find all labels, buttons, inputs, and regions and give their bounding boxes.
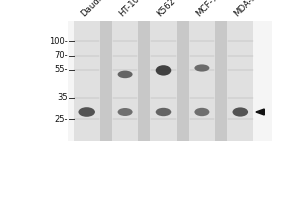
Text: HT-1080: HT-1080: [117, 0, 149, 18]
Text: 100-: 100-: [49, 36, 68, 46]
Ellipse shape: [194, 108, 209, 116]
Ellipse shape: [194, 64, 209, 72]
Text: 35: 35: [57, 94, 68, 102]
Bar: [177, 21, 189, 141]
Bar: [74, 21, 100, 141]
Bar: [227, 21, 254, 141]
Polygon shape: [256, 109, 264, 115]
Ellipse shape: [118, 108, 133, 116]
Text: MCF-7: MCF-7: [194, 0, 220, 18]
Text: 55-: 55-: [54, 66, 68, 74]
Bar: [112, 21, 138, 141]
Text: 70-: 70-: [54, 51, 68, 60]
Text: Daudi: Daudi: [79, 0, 103, 18]
Ellipse shape: [156, 108, 171, 116]
Text: K562: K562: [156, 0, 178, 18]
Bar: [100, 21, 112, 141]
Bar: [150, 21, 177, 141]
Bar: [68, 21, 272, 141]
Bar: [215, 21, 227, 141]
Ellipse shape: [118, 71, 133, 78]
Ellipse shape: [232, 107, 248, 117]
Bar: [138, 21, 150, 141]
Text: 25-: 25-: [54, 114, 68, 123]
Text: MDA-MB-231: MDA-MB-231: [232, 0, 278, 18]
Ellipse shape: [156, 65, 171, 76]
Bar: [189, 21, 215, 141]
Ellipse shape: [78, 107, 95, 117]
